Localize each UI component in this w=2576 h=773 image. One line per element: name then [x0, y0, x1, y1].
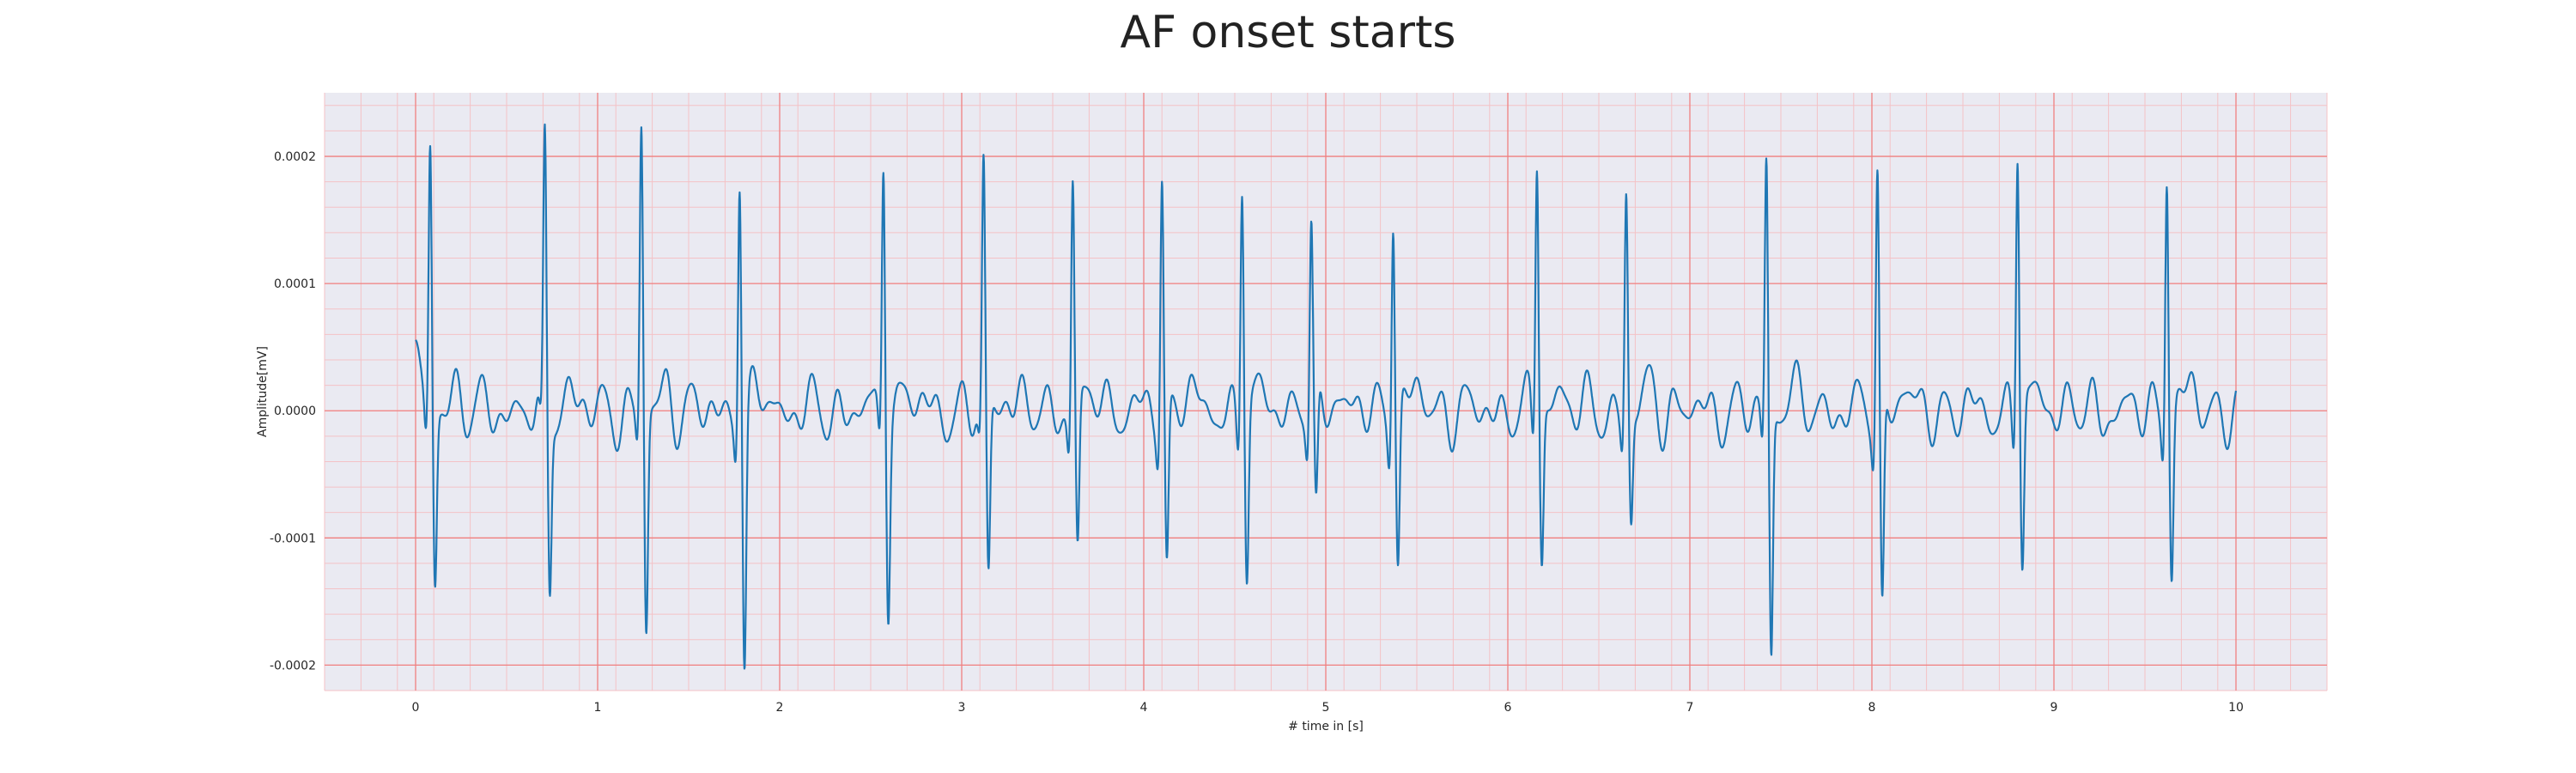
x-tick-label: 7 [1686, 701, 1694, 715]
major-grid [325, 93, 2327, 691]
y-tick-label: -0.0001 [270, 532, 316, 545]
y-tick-label: 0.0001 [274, 277, 316, 291]
ecg-series-line [415, 123, 2238, 670]
x-tick-label: 2 [776, 701, 784, 715]
x-tick-label: 10 [2228, 701, 2244, 715]
series-layer [415, 123, 2238, 670]
x-tick-label: 3 [958, 701, 966, 715]
x-tick-label: 1 [594, 701, 602, 715]
x-tick-labels: 0 1 2 3 4 5 6 7 8 9 10 [412, 701, 2244, 715]
chart-title: AF onset starts [1120, 7, 1456, 58]
y-tick-label: 0.0000 [274, 405, 316, 418]
x-tick-label: 5 [1322, 701, 1330, 715]
y-tick-labels: -0.0002 -0.0001 0.0000 0.0001 0.0002 [270, 150, 316, 673]
x-tick-label: 4 [1140, 701, 1148, 715]
x-tick-label: 8 [1868, 701, 1876, 715]
x-axis-label: # time in [s] [1288, 720, 1364, 733]
y-axis-label: Amplitude[mV] [256, 346, 270, 437]
y-tick-label: -0.0002 [270, 659, 316, 673]
x-tick-label: 6 [1504, 701, 1512, 715]
x-tick-label: 0 [412, 701, 420, 715]
y-tick-label: 0.0002 [274, 150, 316, 164]
x-tick-label: 9 [2050, 701, 2058, 715]
